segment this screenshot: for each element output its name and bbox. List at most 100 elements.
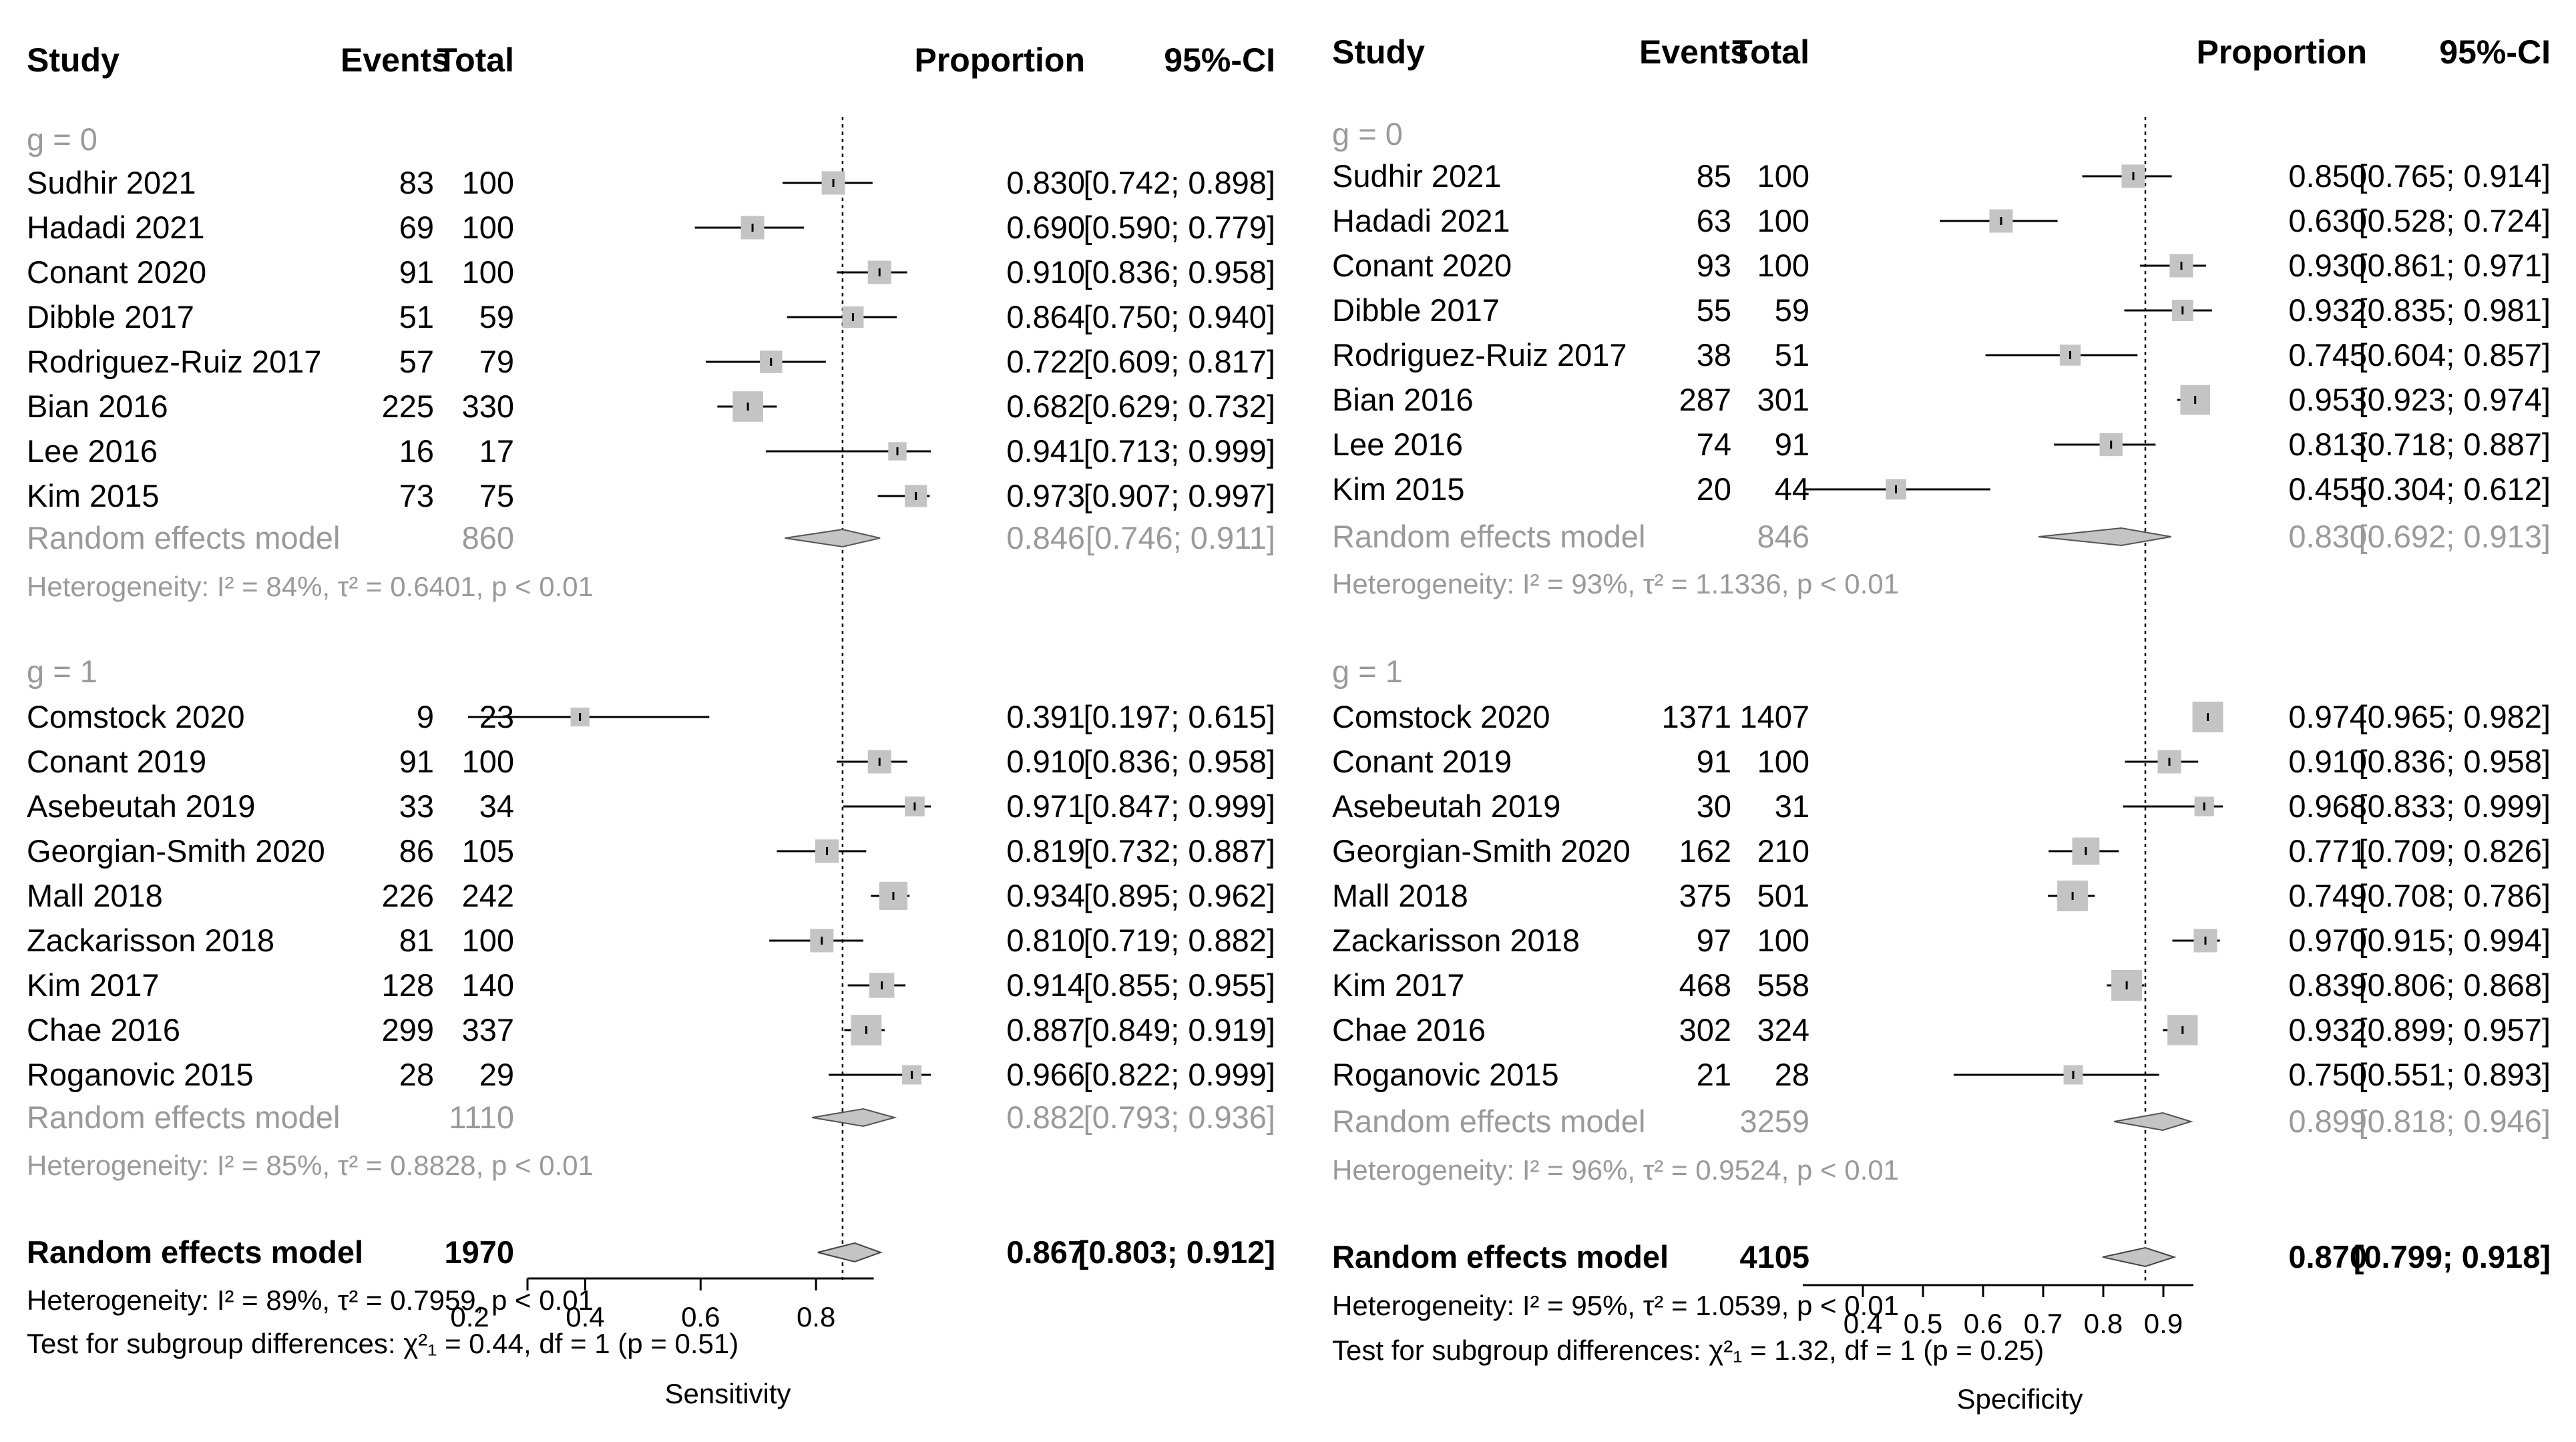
p1-group-model-total: 1110 bbox=[449, 1100, 514, 1135]
p2-study-ci: [0.806; 0.868] bbox=[2359, 967, 2551, 1003]
p2-study-name: Asebeutah 2019 bbox=[1332, 788, 1560, 824]
p1-study-name: Dibble 2017 bbox=[27, 299, 194, 334]
p1-overall-model-ci: [0.803; 0.912] bbox=[1078, 1234, 1275, 1270]
p1-study-total: 100 bbox=[462, 744, 514, 779]
p1-overall-model-label: Random effects model bbox=[27, 1234, 363, 1270]
p1-study-ci: [0.719; 0.882] bbox=[1084, 923, 1275, 958]
p1-study-proportion: 0.934 bbox=[1006, 878, 1085, 913]
p2-x-tick-label: 0.4 bbox=[1844, 1308, 1882, 1339]
p2-group-heterogeneity: Heterogeneity: I² = 93%, τ² = 1.1336, p … bbox=[1332, 568, 1899, 599]
p1-study-name: Roganovic 2015 bbox=[27, 1057, 254, 1092]
p2-study-total: 31 bbox=[1775, 788, 1809, 824]
p2-study-ci: [0.765; 0.914] bbox=[2359, 158, 2551, 194]
p1-study-total: 34 bbox=[479, 788, 514, 824]
p2-study-total: 100 bbox=[1757, 923, 1809, 958]
p2-overall-model-label: Random effects model bbox=[1332, 1239, 1669, 1274]
p2-group-model-ci: [0.818; 0.946] bbox=[2359, 1104, 2551, 1139]
p2-study-ci: [0.899; 0.957] bbox=[2359, 1012, 2551, 1047]
p2-study-proportion: 0.813 bbox=[2288, 427, 2367, 462]
p2-study-name: Conant 2020 bbox=[1332, 248, 1512, 283]
p1-study-ci: [0.836; 0.958] bbox=[1084, 744, 1275, 779]
p2-study-proportion: 0.974 bbox=[2288, 699, 2367, 734]
p1-x-tick-label: 0.8 bbox=[797, 1301, 835, 1333]
p1-header-proportion: Proportion bbox=[914, 41, 1085, 79]
p1-header-ci: 95%-CI bbox=[1164, 41, 1275, 79]
p1-study-total: 59 bbox=[479, 299, 514, 334]
p1-study-proportion: 0.690 bbox=[1006, 210, 1085, 245]
p1-study-proportion: 0.887 bbox=[1006, 1012, 1085, 1047]
p2-study-events: 375 bbox=[1679, 878, 1731, 913]
p1-study-name: Bian 2016 bbox=[27, 389, 168, 424]
p2-study-events: 93 bbox=[1697, 248, 1731, 283]
p1-study-proportion: 0.682 bbox=[1006, 389, 1085, 424]
p2-study-events: 302 bbox=[1679, 1012, 1731, 1047]
p2-overall-model-total: 4105 bbox=[1739, 1239, 1809, 1274]
p2-study-events: 85 bbox=[1697, 158, 1731, 194]
p2-study-ci: [0.304; 0.612] bbox=[2359, 471, 2551, 507]
p1-x-tick-label: 0.6 bbox=[681, 1301, 720, 1333]
p1-study-total: 100 bbox=[462, 165, 514, 200]
p2-group-model-diamond bbox=[2114, 1112, 2193, 1132]
p2-study-proportion: 0.850 bbox=[2288, 158, 2367, 194]
p1-study-events: 69 bbox=[399, 210, 434, 245]
p1-study-proportion: 0.722 bbox=[1006, 344, 1085, 379]
p2-group-label: g = 1 bbox=[1332, 654, 1403, 689]
p1-header-events: Events bbox=[341, 41, 450, 79]
p2-study-total: 210 bbox=[1757, 833, 1809, 869]
p2-study-name: Lee 2016 bbox=[1332, 427, 1463, 462]
p2-study-total: 51 bbox=[1775, 337, 1809, 373]
p2-header-study: Study bbox=[1332, 33, 1425, 71]
p2-study-proportion: 0.970 bbox=[2288, 923, 2367, 958]
p1-group-model-proportion: 0.882 bbox=[1006, 1100, 1085, 1135]
p2-study-ci: [0.833; 0.999] bbox=[2359, 788, 2551, 824]
p1-study-events: 225 bbox=[382, 389, 434, 424]
p1-study-events: 83 bbox=[399, 165, 434, 200]
p1-study-ci: [0.822; 0.999] bbox=[1084, 1057, 1275, 1092]
p2-study-name: Roganovic 2015 bbox=[1332, 1057, 1559, 1092]
p2-study-proportion: 0.839 bbox=[2288, 967, 2367, 1003]
p2-study-total: 324 bbox=[1757, 1012, 1809, 1047]
p1-group-label: g = 0 bbox=[27, 122, 97, 157]
p1-study-proportion: 0.914 bbox=[1006, 967, 1085, 1003]
p2-study-total: 28 bbox=[1775, 1057, 1809, 1092]
p1-study-events: 57 bbox=[399, 344, 434, 379]
p2-x-axis-label: Specificity bbox=[1956, 1383, 2083, 1415]
p1-study-ci: [0.849; 0.919] bbox=[1084, 1012, 1275, 1047]
p1-study-name: Chae 2016 bbox=[27, 1012, 180, 1047]
p2-study-ci: [0.836; 0.958] bbox=[2359, 744, 2551, 779]
p1-group-label: g = 1 bbox=[27, 654, 97, 689]
p2-overall-heterogeneity: Heterogeneity: I² = 95%, τ² = 1.0539, p … bbox=[1332, 1290, 1899, 1321]
p2-group-model-total: 846 bbox=[1757, 519, 1809, 554]
p2-study-name: Sudhir 2021 bbox=[1332, 158, 1501, 194]
p2-study-proportion: 0.910 bbox=[2288, 744, 2367, 779]
p1-study-events: 73 bbox=[399, 478, 434, 513]
p2-study-proportion: 0.750 bbox=[2288, 1057, 2367, 1092]
p2-group-heterogeneity: Heterogeneity: I² = 96%, τ² = 0.9524, p … bbox=[1332, 1154, 1899, 1186]
p1-study-ci: [0.907; 0.997] bbox=[1084, 478, 1275, 513]
p2-study-name: Dibble 2017 bbox=[1332, 292, 1500, 328]
p2-group-model-proportion: 0.830 bbox=[2288, 519, 2367, 554]
p1-group-model-diamond bbox=[785, 528, 881, 548]
p2-study-total: 1407 bbox=[1739, 699, 1809, 734]
p1-study-proportion: 0.819 bbox=[1006, 833, 1085, 869]
p2-study-ci: [0.835; 0.981] bbox=[2359, 292, 2551, 328]
p1-study-proportion: 0.971 bbox=[1006, 788, 1085, 824]
p1-study-total: 105 bbox=[462, 833, 514, 869]
p2-group-model-proportion: 0.899 bbox=[2288, 1104, 2367, 1139]
p2-study-total: 301 bbox=[1757, 382, 1809, 417]
p1-study-proportion: 0.973 bbox=[1006, 478, 1085, 513]
p2-x-tick-label: 0.9 bbox=[2144, 1308, 2183, 1339]
p1-study-name: Sudhir 2021 bbox=[27, 165, 196, 200]
p2-x-tick-label: 0.7 bbox=[2024, 1308, 2063, 1339]
p2-study-events: 63 bbox=[1697, 203, 1731, 238]
p2-study-proportion: 0.771 bbox=[2288, 833, 2367, 869]
p1-study-events: 81 bbox=[399, 923, 434, 958]
p1-study-ci: [0.713; 0.999] bbox=[1084, 433, 1275, 469]
p1-study-total: 337 bbox=[462, 1012, 514, 1047]
p1-study-total: 79 bbox=[479, 344, 514, 379]
p2-x-tick-label: 0.8 bbox=[2084, 1308, 2123, 1339]
p2-study-ci: [0.965; 0.982] bbox=[2359, 699, 2551, 734]
p2-study-name: Hadadi 2021 bbox=[1332, 203, 1510, 238]
p1-group-model-diamond bbox=[811, 1108, 897, 1128]
p1-x-axis-label: Sensitivity bbox=[664, 1378, 791, 1409]
